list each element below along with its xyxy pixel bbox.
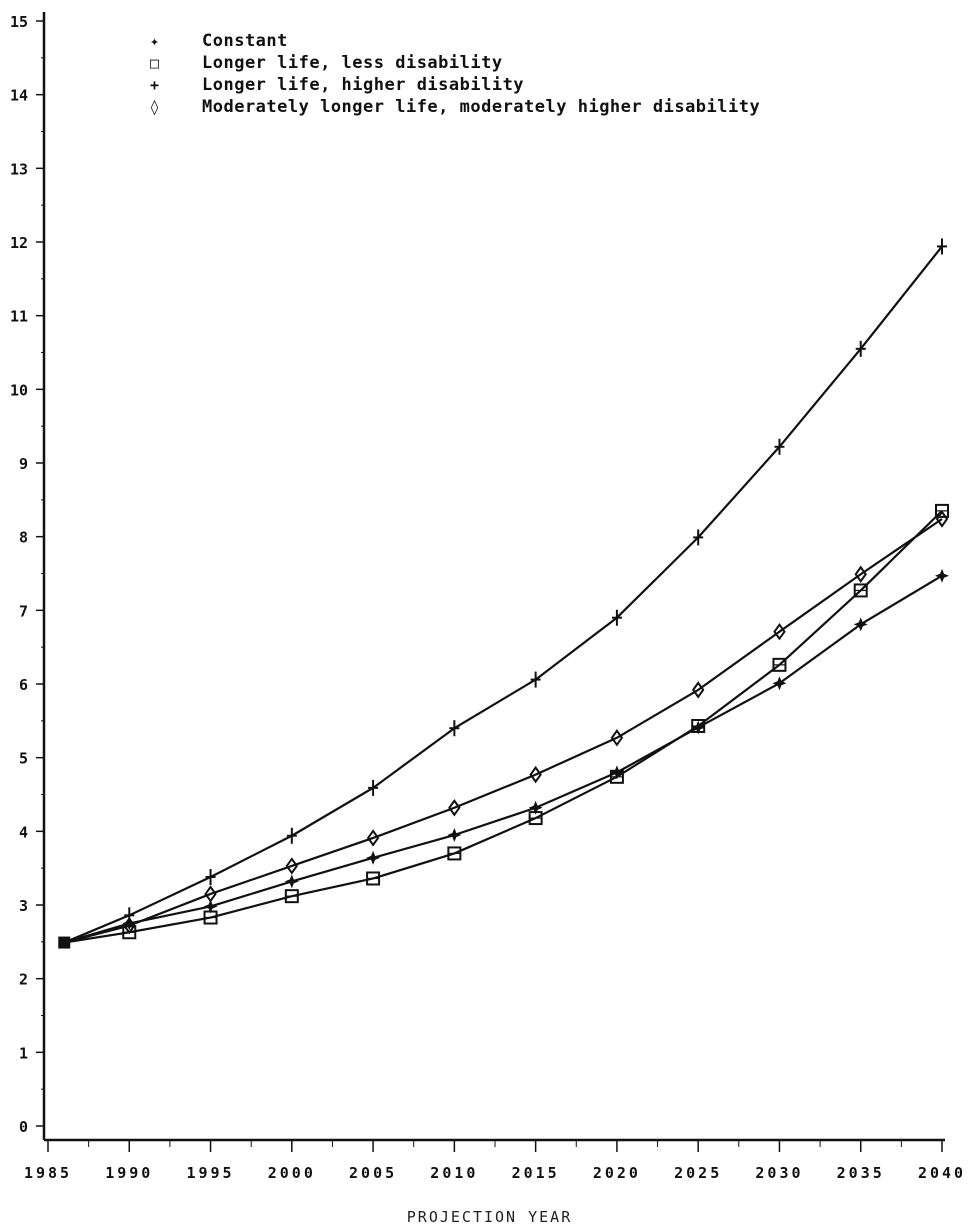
y-tick-label: 6 bbox=[19, 676, 28, 694]
y-tick-label: 11 bbox=[10, 308, 28, 326]
x-tick-label: 1995 bbox=[186, 1164, 234, 1182]
series-star bbox=[63, 568, 949, 944]
y-tick-label: 9 bbox=[19, 455, 28, 473]
x-tick-label: 2010 bbox=[430, 1164, 478, 1182]
diamond-marker-icon: ◊ bbox=[150, 98, 160, 116]
star-marker-icon: ✦ bbox=[150, 32, 160, 50]
square-marker-icon: □ bbox=[150, 54, 160, 72]
plus-marker-icon: + bbox=[150, 76, 160, 94]
legend-item-longer-life-higher-disability: + Longer life, higher disability bbox=[150, 74, 760, 96]
y-tick-label: 1 bbox=[19, 1044, 28, 1062]
y-tick-label: 7 bbox=[19, 602, 28, 620]
x-tick-label: 1990 bbox=[105, 1164, 153, 1182]
x-tick-label: 2000 bbox=[268, 1164, 316, 1182]
series-plus bbox=[63, 238, 947, 944]
series-square bbox=[64, 503, 949, 944]
y-tick-label: 4 bbox=[19, 823, 28, 841]
legend-label: Constant bbox=[202, 31, 288, 51]
legend-label: Longer life, less disability bbox=[202, 53, 503, 73]
y-tick-label: 5 bbox=[19, 750, 28, 768]
y-tick-label: 2 bbox=[19, 971, 28, 989]
x-tick-label: 1985 bbox=[24, 1164, 72, 1182]
y-tick-label: 3 bbox=[19, 897, 28, 915]
x-tick-label: 2020 bbox=[593, 1164, 641, 1182]
x-tick-label: 2025 bbox=[674, 1164, 722, 1182]
x-tick-label: 2040 bbox=[918, 1164, 966, 1182]
y-tick-label: 8 bbox=[19, 529, 28, 547]
legend-item-constant: ✦ Constant bbox=[150, 30, 760, 52]
legend-label: Moderately longer life, moderately highe… bbox=[202, 97, 761, 117]
legend-item-moderately-longer-life: ◊ Moderately longer life, moderately hig… bbox=[150, 96, 760, 118]
y-tick-label: 15 bbox=[10, 13, 28, 31]
series-lines bbox=[58, 238, 949, 949]
start-point-marker bbox=[58, 936, 71, 949]
x-tick-label: 2005 bbox=[349, 1164, 397, 1182]
series-diamond bbox=[63, 510, 949, 944]
legend-label: Longer life, higher disability bbox=[202, 75, 525, 95]
y-tick-label: 13 bbox=[10, 160, 28, 178]
x-tick-label: 2015 bbox=[512, 1164, 560, 1182]
x-axis-label: PROJECTION YEAR bbox=[406, 1208, 573, 1226]
x-tick-label: 2035 bbox=[837, 1164, 885, 1182]
y-tick-label: 14 bbox=[10, 87, 28, 105]
y-tick-label: 0 bbox=[19, 1118, 28, 1136]
y-tick-label: 10 bbox=[10, 381, 28, 399]
y-tick-label: 12 bbox=[10, 234, 28, 252]
legend-item-longer-life-less-disability: □ Longer life, less disability bbox=[150, 52, 760, 74]
x-tick-label: 2030 bbox=[755, 1164, 803, 1182]
legend: ✦ Constant □ Longer life, less disabilit… bbox=[150, 30, 760, 118]
